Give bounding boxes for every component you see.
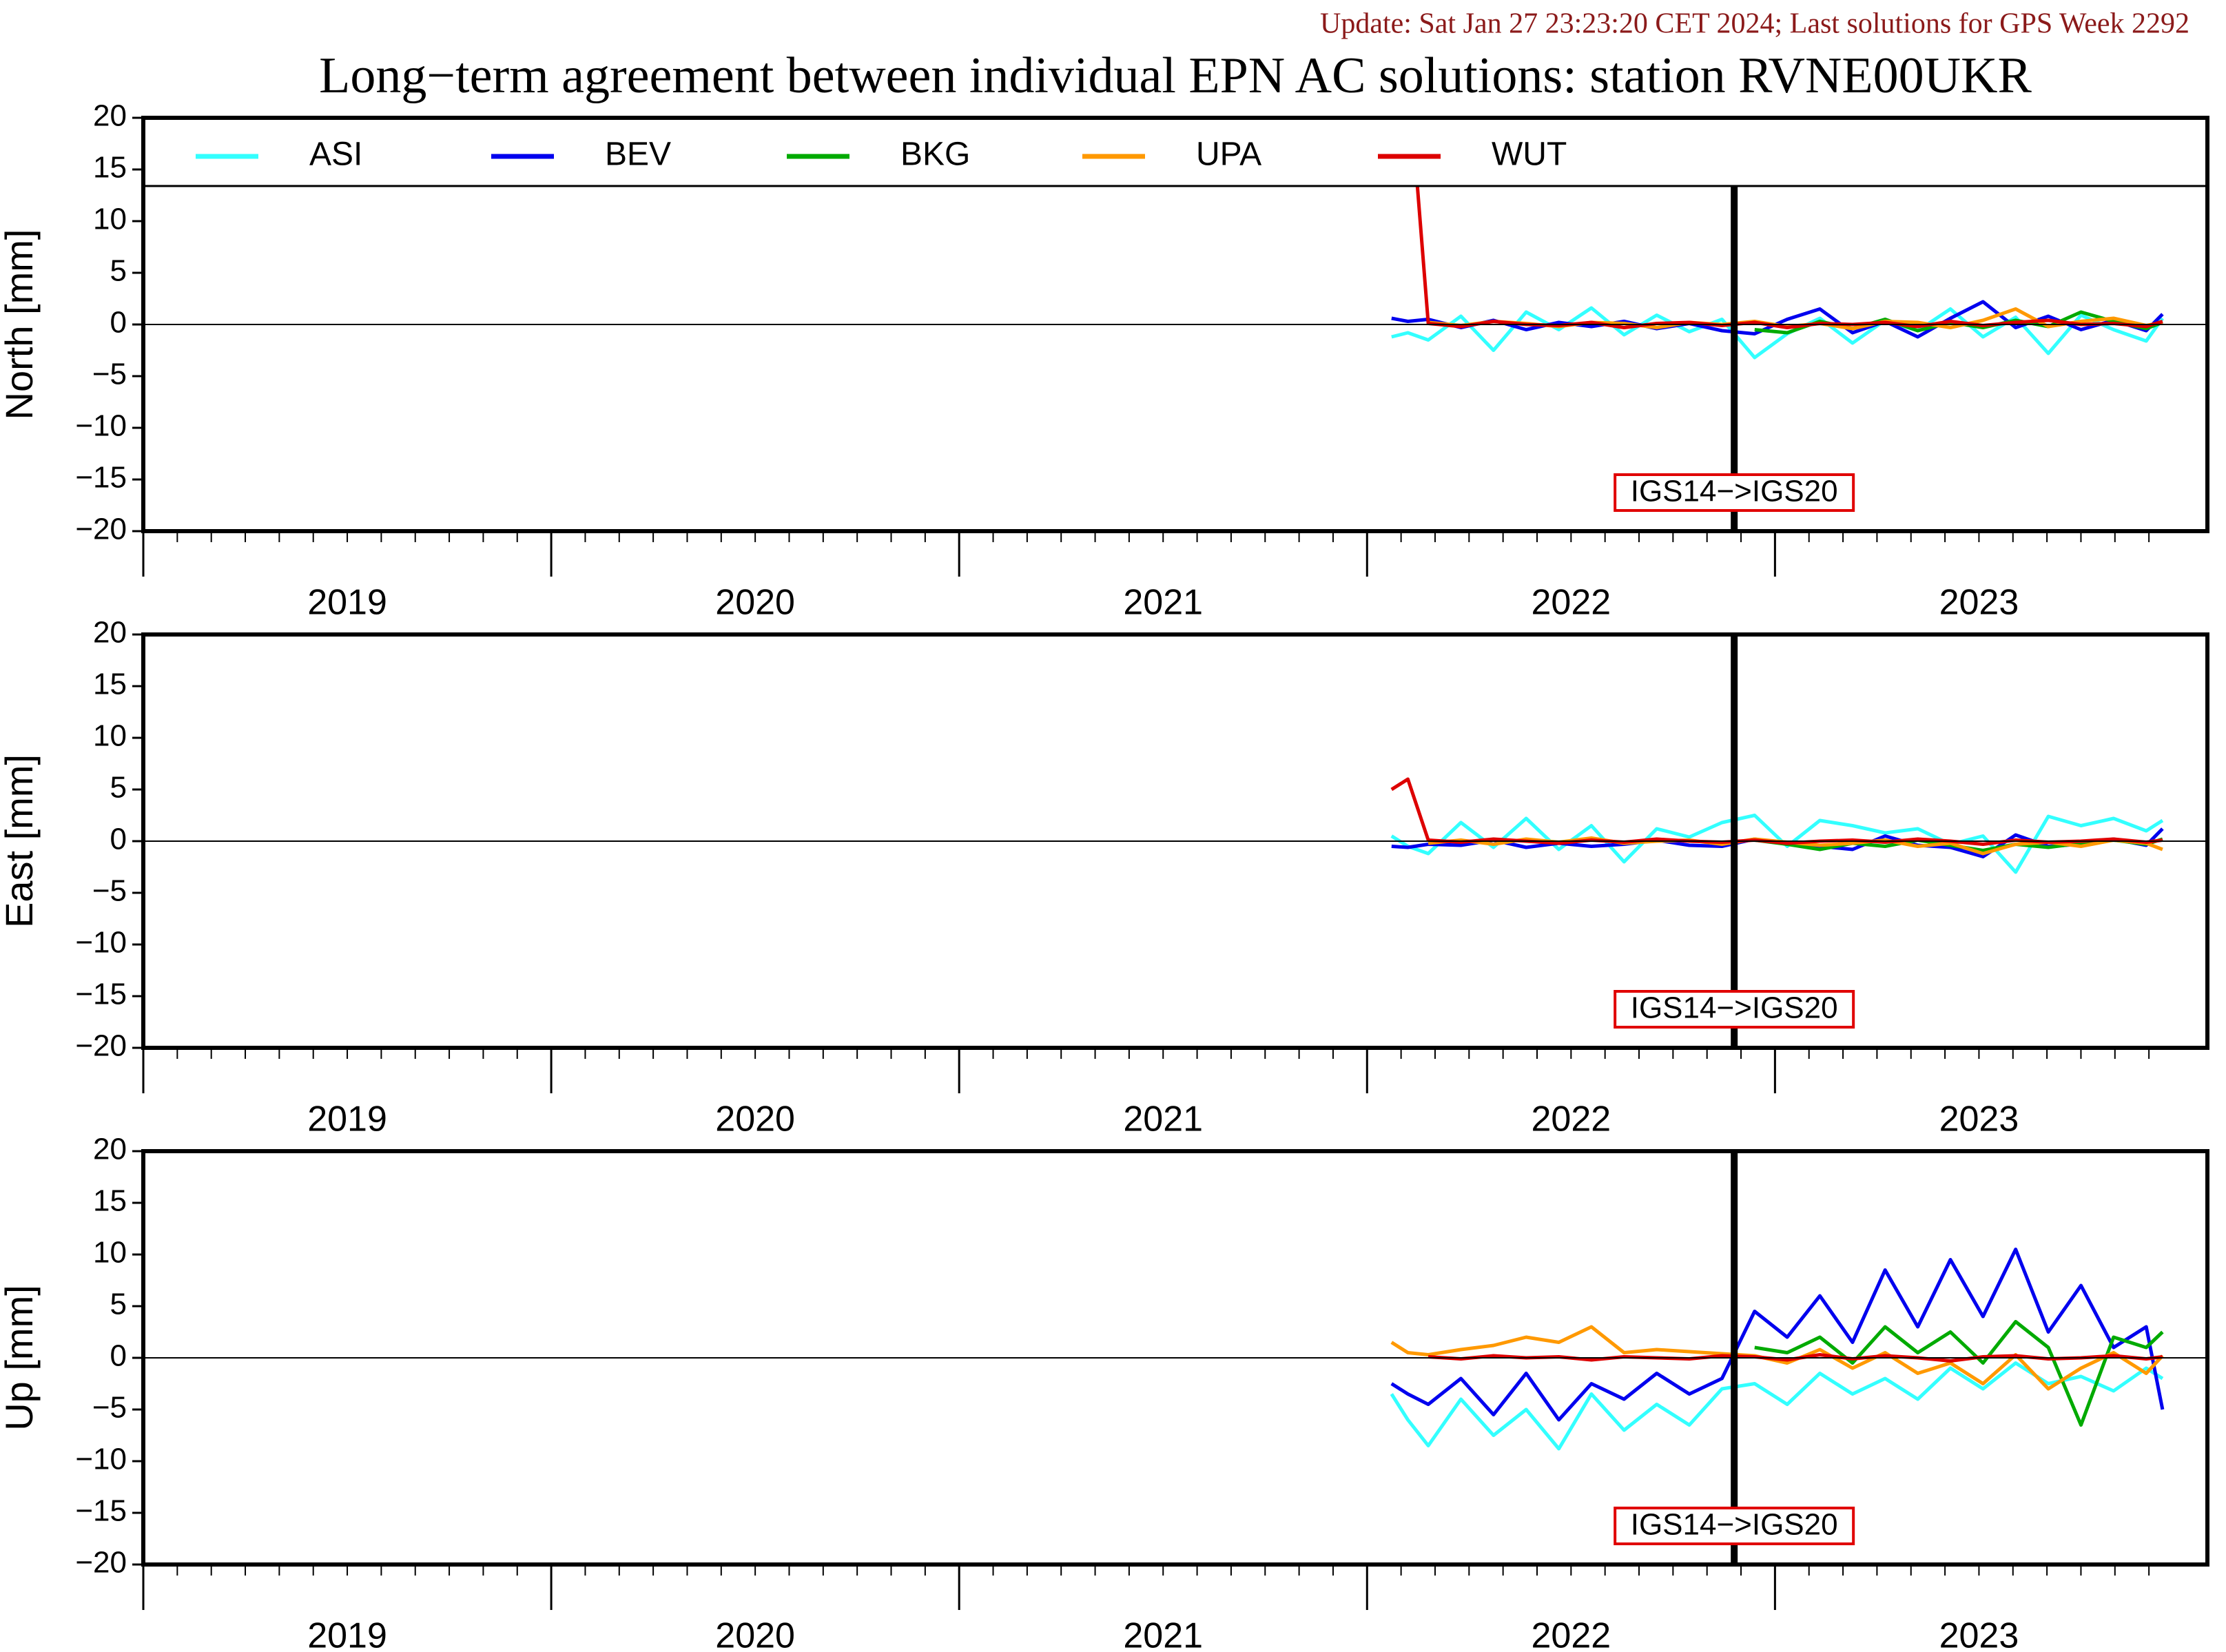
legend-label: WUT bbox=[1492, 136, 1567, 173]
x-tick-label: 2023 bbox=[1939, 583, 2019, 623]
y-tick-label: −15 bbox=[75, 1494, 127, 1528]
series-line bbox=[1754, 1320, 2164, 1427]
series-line bbox=[1410, 118, 2163, 329]
series-line bbox=[1390, 1361, 2164, 1451]
x-tick-label: 2023 bbox=[1939, 1616, 2019, 1652]
y-tick-label: 5 bbox=[110, 771, 127, 805]
annotation: IGS14−>IGS20 bbox=[1631, 475, 1838, 508]
x-tick-label: 2022 bbox=[1531, 583, 1611, 623]
x-tick-label: 2020 bbox=[715, 1099, 795, 1139]
y-tick-label: 10 bbox=[93, 203, 127, 236]
chart-title: Long−term agreement between individual E… bbox=[319, 48, 2032, 104]
plot-area bbox=[1391, 118, 2164, 360]
legend-label: BEV bbox=[605, 136, 671, 173]
update-note: Update: Sat Jan 27 23:23:20 CET 2024; La… bbox=[1320, 8, 2189, 40]
y-tick-label: 10 bbox=[93, 1236, 127, 1270]
y-axis-label: North [mm] bbox=[0, 229, 41, 420]
plot-frame bbox=[141, 116, 2209, 533]
plot-area bbox=[1390, 777, 2164, 874]
y-tick-label: 0 bbox=[110, 823, 127, 856]
plot-frame bbox=[141, 1149, 2209, 1567]
x-tick-label: 2020 bbox=[715, 583, 795, 623]
y-tick-label: 20 bbox=[93, 99, 127, 133]
y-tick-label: −10 bbox=[75, 926, 127, 960]
x-tick-label: 2021 bbox=[1123, 1616, 1203, 1652]
y-tick-label: −10 bbox=[75, 1443, 127, 1476]
x-tick-label: 2019 bbox=[307, 1616, 387, 1652]
y-tick-label: 5 bbox=[110, 1288, 127, 1321]
x-tick-label: 2022 bbox=[1531, 1099, 1611, 1139]
y-tick-label: 15 bbox=[93, 1184, 127, 1218]
y-tick-label: 0 bbox=[110, 1339, 127, 1373]
x-tick-label: 2023 bbox=[1939, 1099, 2019, 1139]
y-tick-label: −10 bbox=[75, 409, 127, 443]
y-tick-label: −15 bbox=[75, 461, 127, 495]
annotation-box bbox=[1614, 1507, 1855, 1545]
x-tick-label: 2022 bbox=[1531, 1616, 1611, 1652]
annotation-box bbox=[1614, 990, 1855, 1029]
y-tick-label: −5 bbox=[92, 874, 127, 908]
y-tick-label: 20 bbox=[93, 1133, 127, 1166]
annotation-box bbox=[1614, 473, 1855, 512]
series-line bbox=[1391, 306, 2164, 360]
plot-area bbox=[1390, 1248, 2165, 1451]
y-tick-label: −20 bbox=[75, 513, 127, 546]
y-axis-label: East [mm] bbox=[0, 754, 41, 928]
annotation: IGS14−>IGS20 bbox=[1631, 1508, 1838, 1542]
x-tick-label: 2021 bbox=[1123, 1099, 1203, 1139]
x-tick-label: 2021 bbox=[1123, 583, 1203, 623]
x-tick-label: 2019 bbox=[307, 1099, 387, 1139]
y-tick-label: −5 bbox=[92, 358, 127, 391]
legend-box bbox=[142, 116, 2209, 187]
y-tick-label: 15 bbox=[93, 668, 127, 701]
x-tick-label: 2019 bbox=[307, 583, 387, 623]
legend-label: BKG bbox=[900, 136, 970, 173]
y-tick-label: 15 bbox=[93, 151, 127, 185]
legend-label: UPA bbox=[1196, 136, 1261, 173]
legend-label: ASI bbox=[309, 136, 362, 173]
y-tick-label: 0 bbox=[110, 306, 127, 340]
y-tick-label: −20 bbox=[75, 1029, 127, 1063]
series-line bbox=[1390, 1248, 2165, 1422]
y-tick-label: −15 bbox=[75, 978, 127, 1011]
y-tick-label: 5 bbox=[110, 254, 127, 288]
x-tick-label: 2020 bbox=[715, 1616, 795, 1652]
y-axis-label: Up [mm] bbox=[0, 1285, 41, 1431]
y-tick-label: −20 bbox=[75, 1546, 127, 1580]
annotation: IGS14−>IGS20 bbox=[1631, 991, 1838, 1025]
y-tick-label: −5 bbox=[92, 1391, 127, 1425]
y-tick-label: 10 bbox=[93, 719, 127, 753]
y-tick-label: 20 bbox=[93, 616, 127, 650]
plot-frame bbox=[141, 632, 2209, 1050]
